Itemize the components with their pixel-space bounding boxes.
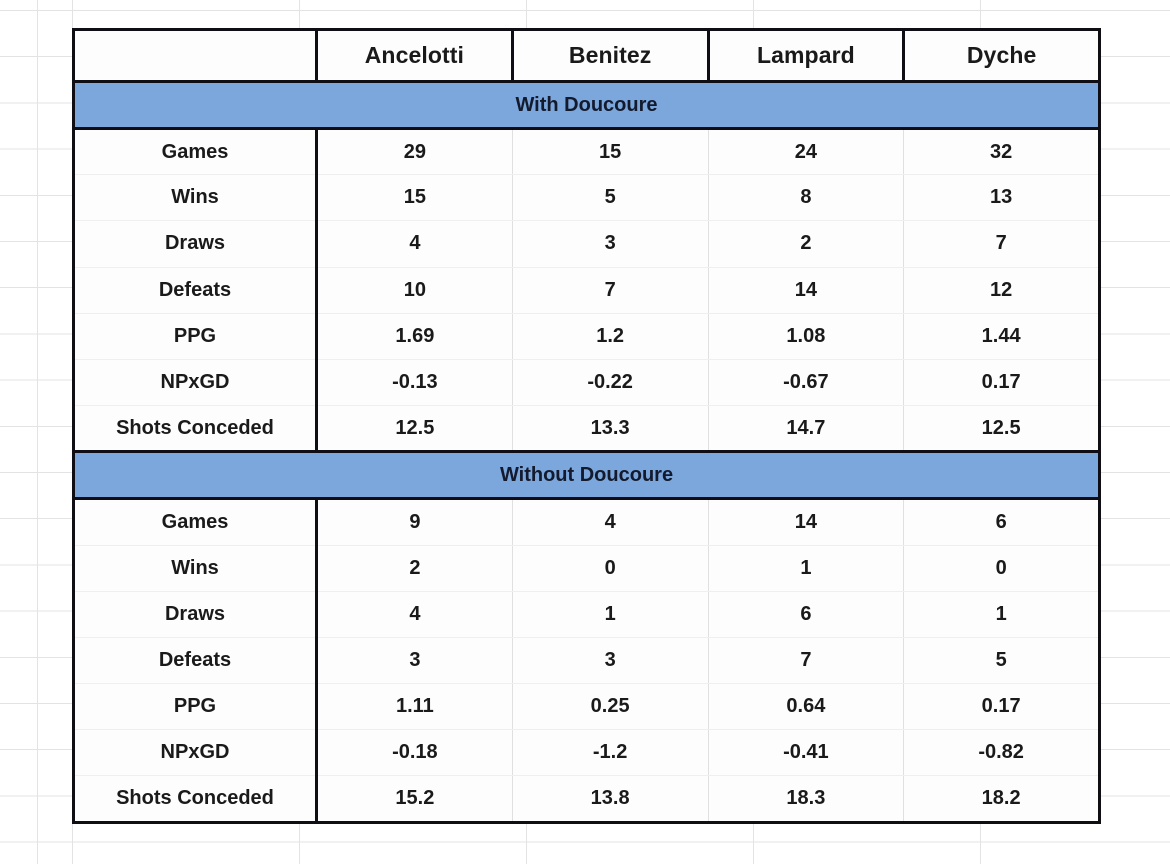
row-label: NPxGD — [73, 359, 318, 407]
row-label: Games — [73, 128, 318, 176]
data-cell: 7 — [903, 220, 1100, 268]
section-banner-row: Without Doucoure — [73, 450, 1100, 501]
data-cell: 4 — [512, 498, 709, 546]
table-row: PPG 1.11 0.25 0.64 0.17 — [73, 683, 1100, 731]
data-cell: 5 — [903, 637, 1100, 685]
data-cell: 0 — [903, 545, 1100, 592]
table-row: Games 29 15 24 32 — [73, 128, 1100, 176]
data-cell: 14 — [708, 267, 905, 314]
table-row: Wins 2 0 1 0 — [73, 545, 1100, 592]
column-header-benitez: Benitez — [512, 29, 710, 83]
data-cell: 7 — [708, 637, 905, 685]
stats-table-container: Ancelotti Benitez Lampard Dyche With Dou… — [72, 28, 1101, 824]
data-cell: 15.2 — [316, 775, 513, 823]
data-cell: 0.17 — [903, 683, 1100, 731]
column-header-ancelotti: Ancelotti — [316, 29, 514, 83]
data-cell: 1 — [903, 591, 1100, 638]
data-cell: 1 — [708, 545, 905, 592]
data-cell: 1.44 — [903, 313, 1100, 360]
data-cell: 6 — [708, 591, 905, 638]
data-cell: 18.2 — [903, 775, 1100, 823]
corner-cell — [73, 29, 318, 83]
table-row: Draws 4 3 2 7 — [73, 220, 1100, 268]
data-cell: 14.7 — [708, 405, 905, 452]
data-cell: 15 — [512, 128, 709, 176]
data-cell: 7 — [512, 267, 709, 314]
data-cell: 32 — [903, 128, 1100, 176]
data-cell: 9 — [316, 498, 513, 546]
data-cell: -0.41 — [708, 729, 905, 777]
data-cell: 4 — [316, 220, 513, 268]
data-cell: 29 — [316, 128, 513, 176]
data-cell: -0.13 — [316, 359, 513, 407]
header-row: Ancelotti Benitez Lampard Dyche — [73, 29, 1100, 83]
data-cell: 4 — [316, 591, 513, 638]
table-row: NPxGD -0.18 -1.2 -0.41 -0.82 — [73, 729, 1100, 777]
row-label: Draws — [73, 591, 318, 638]
section-banner-row: With Doucoure — [73, 80, 1100, 130]
table-row: Defeats 3 3 7 5 — [73, 637, 1100, 685]
data-cell: 15 — [316, 174, 513, 222]
manager-stats-table: Ancelotti Benitez Lampard Dyche With Dou… — [72, 28, 1101, 824]
table-row: Games 9 4 14 6 — [73, 498, 1100, 546]
row-label: PPG — [73, 683, 318, 731]
data-cell: 18.3 — [708, 775, 905, 823]
row-label: Defeats — [73, 637, 318, 685]
data-cell: 0.25 — [512, 683, 709, 731]
table-row: NPxGD -0.13 -0.22 -0.67 0.17 — [73, 359, 1100, 407]
data-cell: 5 — [512, 174, 709, 222]
data-cell: 10 — [316, 267, 513, 314]
row-label: Shots Conceded — [73, 775, 318, 823]
data-cell: 2 — [708, 220, 905, 268]
data-cell: 13.3 — [512, 405, 709, 452]
table-row: PPG 1.69 1.2 1.08 1.44 — [73, 313, 1100, 360]
row-label: NPxGD — [73, 729, 318, 777]
row-label: Wins — [73, 545, 318, 592]
section-title: Without Doucoure — [73, 450, 1100, 501]
table-body: With Doucoure Games 29 15 24 32 Wins 15 5 8 13 Draw… — [73, 80, 1100, 823]
data-cell: 1.11 — [316, 683, 513, 731]
row-label: Draws — [73, 220, 318, 268]
data-cell: -1.2 — [512, 729, 709, 777]
data-cell: 6 — [903, 498, 1100, 546]
data-cell: 1.2 — [512, 313, 709, 360]
data-cell: 0.17 — [903, 359, 1100, 407]
data-cell: 0.64 — [708, 683, 905, 731]
data-cell: 0 — [512, 545, 709, 592]
row-label: Defeats — [73, 267, 318, 314]
data-cell: 14 — [708, 498, 905, 546]
column-header-dyche: Dyche — [903, 29, 1100, 83]
data-cell: 3 — [512, 637, 709, 685]
row-label: Wins — [73, 174, 318, 222]
table-head: Ancelotti Benitez Lampard Dyche — [73, 29, 1100, 83]
row-label: PPG — [73, 313, 318, 360]
data-cell: 12 — [903, 267, 1100, 314]
row-label: Games — [73, 498, 318, 546]
column-header-lampard: Lampard — [708, 29, 906, 83]
data-cell: 13 — [903, 174, 1100, 222]
data-cell: 8 — [708, 174, 905, 222]
table-row: Shots Conceded 15.2 13.8 18.3 18.2 — [73, 775, 1100, 823]
data-cell: -0.18 — [316, 729, 513, 777]
data-cell: 1.08 — [708, 313, 905, 360]
row-label: Shots Conceded — [73, 405, 318, 452]
table-row: Wins 15 5 8 13 — [73, 174, 1100, 222]
data-cell: 12.5 — [903, 405, 1100, 452]
table-row: Draws 4 1 6 1 — [73, 591, 1100, 638]
data-cell: 12.5 — [316, 405, 513, 452]
data-cell: 3 — [512, 220, 709, 268]
table-row: Defeats 10 7 14 12 — [73, 267, 1100, 314]
data-cell: -0.82 — [903, 729, 1100, 777]
data-cell: 24 — [708, 128, 905, 176]
data-cell: 1.69 — [316, 313, 513, 360]
data-cell: 2 — [316, 545, 513, 592]
data-cell: 13.8 — [512, 775, 709, 823]
data-cell: 3 — [316, 637, 513, 685]
data-cell: 1 — [512, 591, 709, 638]
table-row: Shots Conceded 12.5 13.3 14.7 12.5 — [73, 405, 1100, 452]
data-cell: -0.22 — [512, 359, 709, 407]
section-title: With Doucoure — [73, 80, 1100, 130]
data-cell: -0.67 — [708, 359, 905, 407]
